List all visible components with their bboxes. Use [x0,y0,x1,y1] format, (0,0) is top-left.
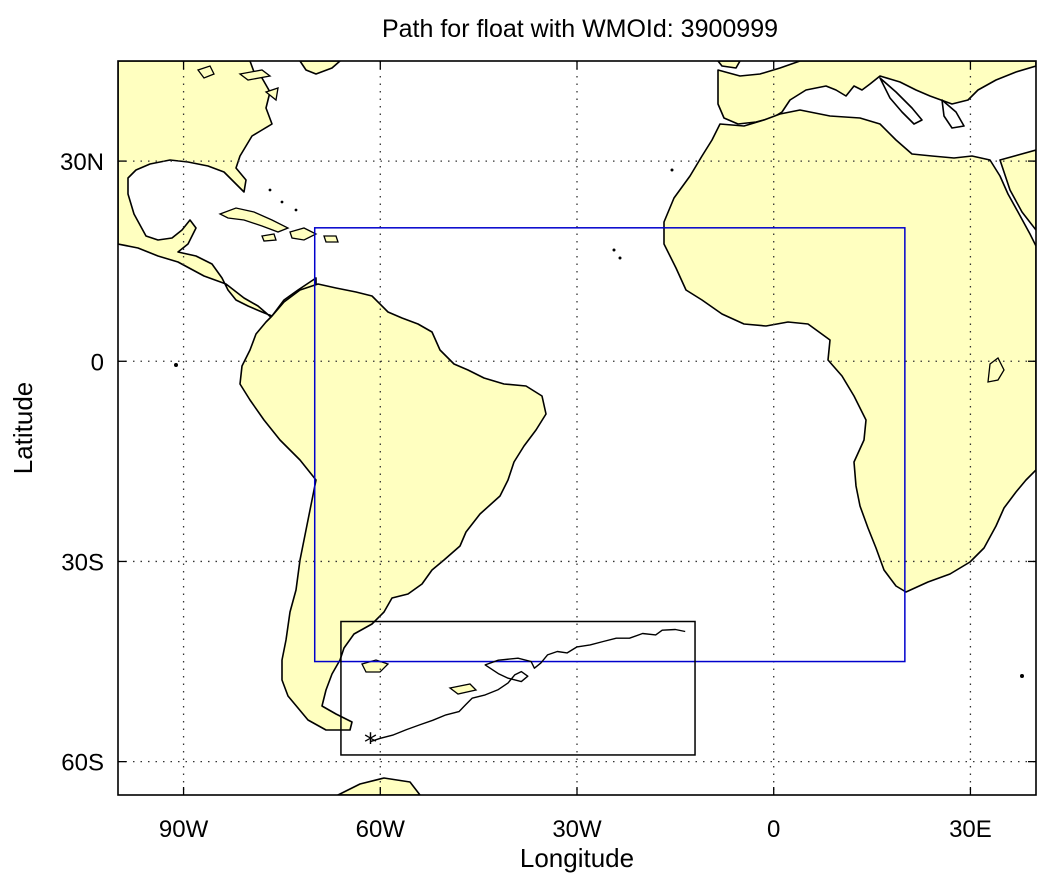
antarctic-peninsula [337,777,421,795]
bahamas-islets [268,188,272,192]
puerto-rico-island [323,235,339,243]
madagascar-island [987,357,1005,383]
x-tick-label: 60W [356,816,406,843]
italy-peninsula [879,77,923,125]
graticule [118,61,1036,795]
x-tick-label: 0 [767,816,780,843]
y-tick-label: 60S [61,750,104,777]
cuba-island [218,207,290,233]
region-box [313,227,906,663]
africa-landmass [663,109,1036,593]
y-tick-label: 30N [60,149,104,176]
greenland-edge [299,61,341,75]
float-trajectory [370,628,686,743]
canada-islands [196,65,279,102]
float-start-marker: * [364,729,377,759]
galapagos-islets [174,363,178,367]
cape-verde-islets [618,256,622,260]
y-tick-label: 0 [91,349,104,376]
x-tick-label: 30W [552,816,602,843]
axis-ticks: 90W 60W 30W 0 30E 30N 0 30S 60S [60,61,1036,843]
falkland-islands [361,659,390,673]
cape-verde-islets [612,248,616,252]
bahamas-islets [280,200,284,204]
greece-peninsula [941,99,965,129]
hispaniola-island [289,227,318,241]
x-tick-label: 30E [949,816,992,843]
britain-edge [717,61,741,69]
x-tick-label: 90W [159,816,209,843]
south-georgia-island [448,683,478,695]
arabian-edge [999,149,1036,231]
jamaica-island [261,233,277,242]
bahamas-islets [294,208,298,212]
bouvet-islet [1020,674,1024,678]
x-axis-label: Longitude [520,843,634,873]
float-path-bounding-box [340,620,696,756]
y-axis-label: Latitude [8,382,38,475]
canary-islets [670,168,674,172]
map-title: Path for float with WMOId: 3900999 [382,15,778,43]
south-america-landmass [239,283,547,731]
y-tick-label: 30S [61,549,104,576]
